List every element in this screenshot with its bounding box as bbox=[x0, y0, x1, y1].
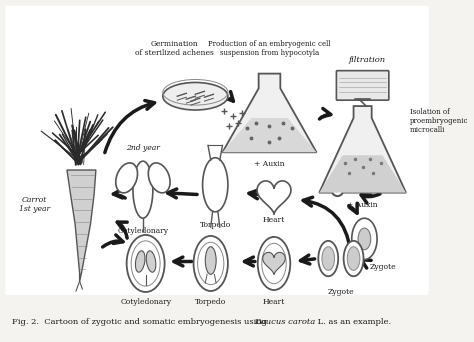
Ellipse shape bbox=[146, 251, 156, 272]
Ellipse shape bbox=[358, 228, 371, 250]
Text: Torpedo: Torpedo bbox=[200, 221, 231, 229]
Ellipse shape bbox=[136, 251, 145, 272]
Polygon shape bbox=[67, 170, 96, 281]
Ellipse shape bbox=[322, 247, 335, 271]
FancyBboxPatch shape bbox=[337, 71, 389, 100]
Text: Daucus carota: Daucus carota bbox=[254, 318, 315, 327]
Polygon shape bbox=[222, 118, 317, 152]
Ellipse shape bbox=[148, 163, 170, 193]
Ellipse shape bbox=[163, 82, 228, 110]
Text: Globular: Globular bbox=[356, 181, 388, 189]
Text: Zygote: Zygote bbox=[328, 288, 354, 296]
Text: Isolation of
proembryogenic
microcalli: Isolation of proembryogenic microcalli bbox=[410, 108, 468, 134]
Text: Heart: Heart bbox=[263, 216, 285, 224]
Ellipse shape bbox=[133, 161, 153, 218]
Ellipse shape bbox=[319, 241, 338, 276]
Text: Production of an embryogenic cell
suspension from hypocotyla: Production of an embryogenic cell suspen… bbox=[208, 40, 331, 57]
Polygon shape bbox=[319, 106, 406, 193]
Polygon shape bbox=[222, 74, 317, 152]
Text: Germination
of sterilized achenes: Germination of sterilized achenes bbox=[135, 40, 214, 57]
Ellipse shape bbox=[205, 247, 216, 274]
Text: Torpedo: Torpedo bbox=[195, 298, 227, 306]
Polygon shape bbox=[319, 155, 406, 193]
Polygon shape bbox=[263, 252, 285, 275]
Text: filtration: filtration bbox=[348, 56, 386, 64]
Text: Fig. 2.  Cartoon of zygotic and somatic embryogenesis using: Fig. 2. Cartoon of zygotic and somatic e… bbox=[12, 318, 269, 327]
Polygon shape bbox=[257, 181, 291, 214]
Text: Carrot
1st year: Carrot 1st year bbox=[19, 196, 50, 213]
Text: + Auxin: + Auxin bbox=[347, 200, 378, 209]
FancyBboxPatch shape bbox=[6, 6, 428, 295]
Text: Cotyledonary: Cotyledonary bbox=[120, 298, 171, 306]
Ellipse shape bbox=[127, 235, 164, 292]
Ellipse shape bbox=[347, 247, 360, 271]
Ellipse shape bbox=[352, 218, 377, 260]
Ellipse shape bbox=[344, 241, 364, 276]
Text: + Auxin: + Auxin bbox=[254, 160, 285, 168]
Ellipse shape bbox=[193, 236, 228, 291]
Text: Cotyledonary: Cotyledonary bbox=[118, 227, 168, 235]
Text: L. as an example.: L. as an example. bbox=[315, 318, 391, 327]
Text: Heart: Heart bbox=[263, 298, 285, 306]
Ellipse shape bbox=[202, 158, 228, 212]
Text: 2nd year: 2nd year bbox=[126, 144, 160, 153]
Ellipse shape bbox=[258, 237, 290, 290]
Text: Zygote: Zygote bbox=[369, 263, 396, 272]
Ellipse shape bbox=[116, 163, 137, 193]
